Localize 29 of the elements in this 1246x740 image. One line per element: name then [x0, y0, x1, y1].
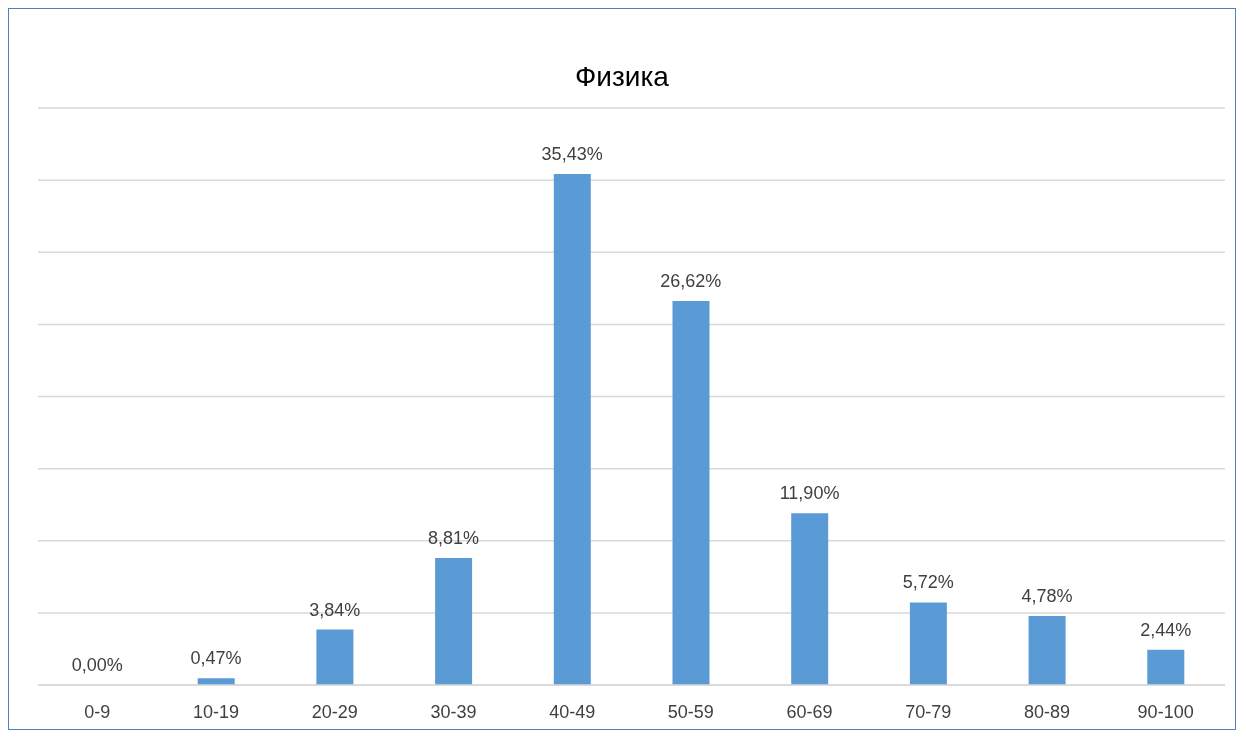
data-label: 11,90%: [779, 483, 840, 504]
x-tick-label: 30-39: [430, 701, 477, 722]
data-label: 2,44%: [1140, 619, 1192, 640]
x-tick-label: 90-100: [1137, 701, 1194, 722]
bar: [435, 557, 473, 685]
data-label: 0,47%: [190, 648, 242, 669]
chart-title: Физика: [574, 61, 670, 93]
bar: [791, 513, 829, 685]
bar: [1028, 616, 1066, 685]
bar: [1147, 649, 1185, 685]
data-label: 4,78%: [1021, 586, 1073, 607]
data-label: 35,43%: [541, 143, 603, 164]
data-label: 8,81%: [427, 527, 479, 548]
bar: [672, 301, 710, 685]
data-label: 26,62%: [660, 271, 722, 292]
data-label: 3,84%: [309, 599, 361, 620]
x-tick-label: 80-89: [1023, 701, 1070, 722]
x-tick-label: 70-79: [905, 701, 952, 722]
bar: [553, 173, 591, 685]
x-tick-label: 0-9: [84, 701, 111, 722]
bar: [909, 602, 947, 685]
x-tick-label: 20-29: [311, 701, 358, 722]
x-tick-label: 40-49: [549, 701, 596, 722]
data-label: 5,72%: [902, 572, 954, 593]
x-tick-label: 50-59: [667, 701, 714, 722]
data-label: 0,00%: [71, 655, 123, 675]
x-tick-label: 60-69: [786, 701, 833, 722]
x-tick-label: 10-19: [193, 701, 240, 722]
bar: [316, 629, 354, 685]
